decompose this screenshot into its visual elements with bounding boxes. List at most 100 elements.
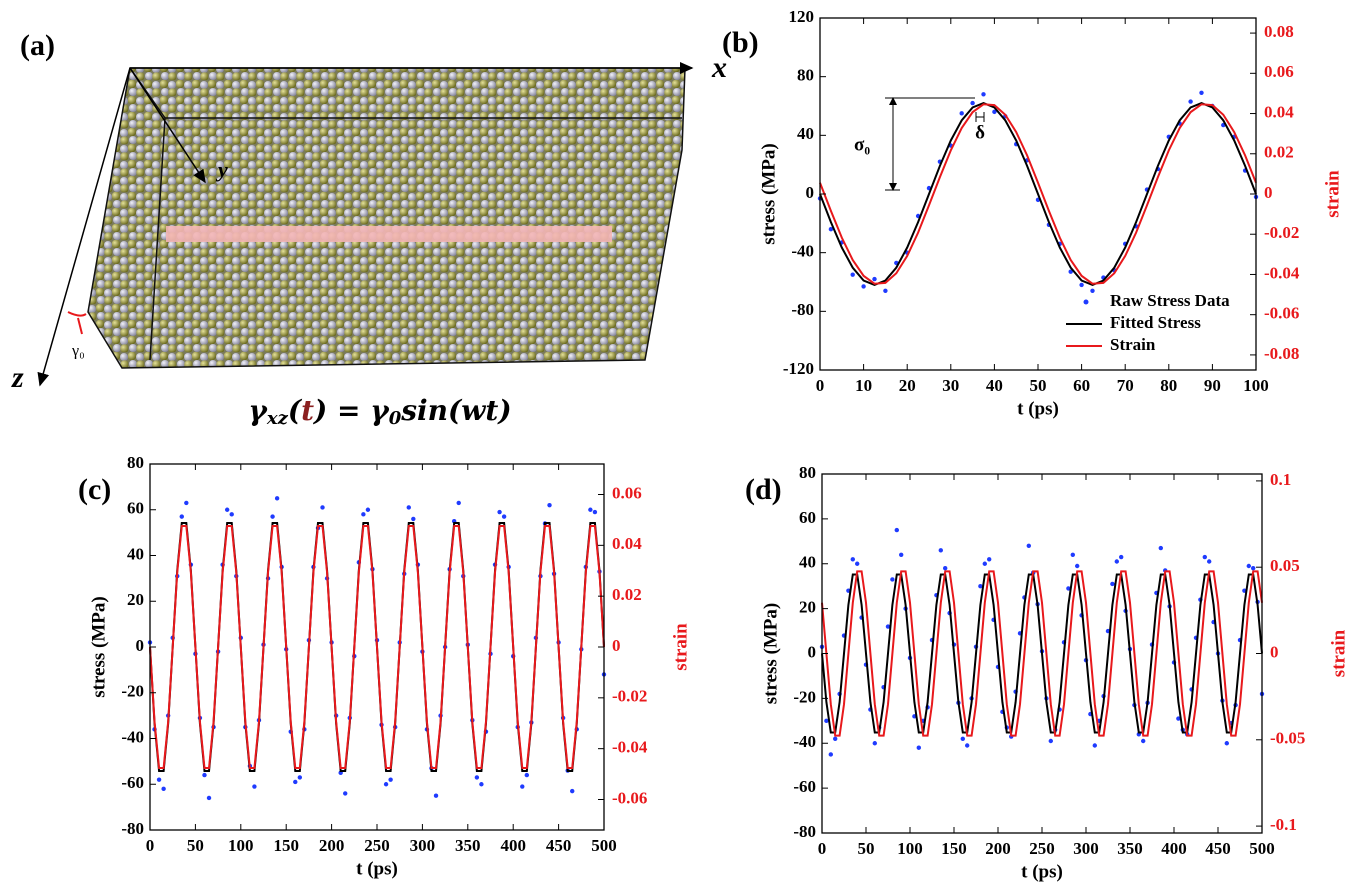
data-point (497, 509, 502, 515)
data-point (959, 111, 964, 116)
equation: γxz(t) = γ0sin(wt) (248, 394, 511, 430)
x-tick-label: 100 (1243, 376, 1269, 395)
data-point (592, 509, 598, 515)
data-point (1207, 559, 1212, 564)
data-point (828, 227, 834, 232)
x-tick-label: 400 (1161, 839, 1187, 858)
x-tick-label: 60 (1073, 376, 1090, 395)
axis-name: z (11, 361, 24, 394)
x-axis-label: t (ps) (356, 858, 398, 879)
data-point (850, 272, 855, 277)
data-point (960, 736, 965, 741)
y-tick-label: 40 (799, 553, 816, 572)
data-point (229, 512, 234, 517)
y-tick-label: -120 (783, 359, 814, 378)
data-point (970, 100, 975, 106)
y-axis-label: stress (MPa) (88, 596, 109, 697)
data-point (388, 777, 393, 782)
eq-part: ) = γ (312, 394, 390, 427)
x-tick-label: 50 (858, 839, 875, 858)
y2-tick-label: 0.08 (1264, 22, 1294, 41)
annotation-line (975, 112, 985, 122)
y-axis-arrow (129, 67, 206, 184)
data-point (383, 782, 389, 787)
y2-tick-label: 0 (1264, 183, 1273, 202)
axis-name: y (215, 157, 228, 182)
x-tick-label: 250 (364, 836, 390, 855)
strain-line (149, 525, 605, 769)
x-tick-label: 20 (899, 376, 916, 395)
x-tick-label: 90 (1204, 376, 1221, 395)
legend-swatch (1083, 299, 1089, 305)
data-point (1075, 563, 1080, 569)
data-point (1048, 738, 1054, 744)
data-point (524, 772, 530, 778)
data-point (1141, 738, 1146, 744)
data-point (474, 775, 480, 780)
data-point (520, 784, 525, 789)
data-point (883, 288, 888, 293)
z-axis-arrow (37, 67, 131, 387)
data-point (938, 548, 943, 553)
data-point (978, 583, 983, 589)
legend-label: Raw Stress Data (1110, 291, 1230, 310)
y-tick-label: -20 (121, 682, 144, 701)
y2-tick-label: 0.04 (1264, 102, 1294, 121)
x-tick-label: 0 (816, 376, 825, 395)
data-point (855, 561, 860, 566)
data-point (1079, 282, 1084, 288)
x-tick-label: 450 (546, 836, 572, 855)
y-axis-label: stress (MPa) (758, 143, 779, 244)
polymer-chain (166, 226, 612, 242)
data-point (501, 514, 507, 519)
data-point (320, 505, 325, 510)
y-tick-label: 20 (799, 598, 816, 617)
data-point (1246, 563, 1252, 569)
y-tick-label: 40 (127, 544, 144, 563)
eq-part: xz (266, 408, 289, 429)
x-axis-label: t (ps) (1021, 861, 1063, 882)
y-tick-label: -40 (793, 732, 816, 751)
shear-indicator (67, 311, 87, 335)
data-point (179, 514, 184, 519)
y2-tick-label: 0.1 (1270, 470, 1291, 489)
data-point (588, 507, 593, 512)
data-point (252, 784, 257, 789)
strain-line (819, 103, 1257, 285)
data-point (981, 92, 986, 97)
data-point (570, 788, 575, 794)
panel-label: (b) (722, 26, 759, 59)
y-tick-label: 120 (789, 7, 815, 26)
y2-tick-label: 0.04 (612, 534, 642, 553)
data-point (297, 775, 303, 780)
x-tick-label: 300 (410, 836, 436, 855)
x-tick-label: 500 (1249, 839, 1275, 858)
data-point (224, 507, 230, 512)
data-point (992, 109, 997, 115)
data-point (1066, 586, 1071, 591)
data-point (850, 557, 855, 562)
y-tick-label: 20 (127, 590, 144, 609)
x-tick-label: 250 (1029, 839, 1055, 858)
y2-tick-label: 0.05 (1270, 556, 1300, 575)
x-tick-label: 40 (986, 376, 1003, 395)
panel-label: (a) (20, 29, 55, 62)
x-tick-label: 350 (1117, 839, 1143, 858)
data-point (1068, 269, 1073, 274)
panel-label: (c) (78, 473, 111, 506)
y2-axis-label: strain (1328, 629, 1349, 677)
y-tick-label: 60 (127, 499, 144, 518)
data-point (406, 505, 411, 510)
y-tick-label: -80 (121, 819, 144, 838)
data-point (270, 514, 275, 519)
data-point (365, 507, 371, 512)
x-tick-label: 200 (319, 836, 345, 855)
x-axis-label: t (ps) (1017, 398, 1059, 419)
eq-part: ( (288, 394, 303, 427)
data-point (899, 552, 904, 557)
x-tick-label: 400 (500, 836, 526, 855)
strain-line (821, 570, 1263, 737)
y2-tick-label: -0.04 (1264, 263, 1300, 282)
data-point (547, 502, 552, 508)
